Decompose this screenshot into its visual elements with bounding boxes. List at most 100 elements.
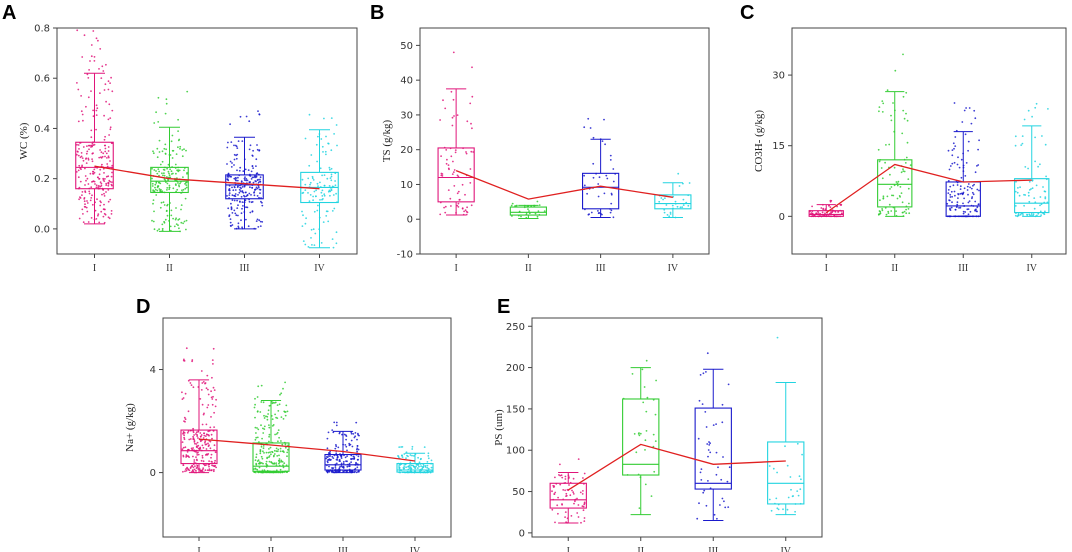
data-point xyxy=(327,220,330,223)
data-point xyxy=(229,218,232,221)
data-point xyxy=(227,141,229,144)
data-point xyxy=(233,153,236,156)
data-point xyxy=(244,176,246,179)
data-point xyxy=(1017,187,1019,189)
data-point xyxy=(240,212,243,215)
data-point xyxy=(454,151,457,154)
data-point xyxy=(308,200,311,203)
data-point xyxy=(179,145,182,148)
data-point xyxy=(959,206,962,209)
data-point xyxy=(200,435,202,438)
data-point xyxy=(102,177,105,180)
box-iqr xyxy=(549,482,587,509)
xtick-label: I xyxy=(93,263,96,274)
data-point xyxy=(964,211,967,213)
box-3 xyxy=(694,368,732,521)
data-point xyxy=(234,193,237,195)
data-point xyxy=(335,124,338,126)
data-point xyxy=(967,183,970,185)
data-point xyxy=(321,174,323,177)
data-point xyxy=(184,197,187,200)
data-point xyxy=(466,211,469,214)
data-point xyxy=(178,169,181,172)
data-point xyxy=(96,198,98,201)
data-point xyxy=(582,490,584,492)
data-point xyxy=(196,454,199,456)
data-point xyxy=(203,432,205,435)
data-point xyxy=(882,102,885,105)
data-point xyxy=(905,112,907,115)
data-point xyxy=(708,441,710,443)
box-iqr xyxy=(437,147,475,203)
data-point xyxy=(83,200,86,203)
data-point xyxy=(158,170,161,173)
ytick-label: 4 xyxy=(150,365,156,376)
data-point xyxy=(164,143,167,146)
data-point xyxy=(706,443,709,445)
panel-letter-d: D xyxy=(136,296,151,318)
data-point xyxy=(178,227,180,230)
data-point xyxy=(465,213,468,216)
data-point xyxy=(881,111,884,113)
data-point xyxy=(104,83,107,86)
data-point xyxy=(88,192,91,195)
data-point xyxy=(566,488,569,491)
points-group-2 xyxy=(877,53,912,217)
data-point xyxy=(890,114,892,117)
data-point xyxy=(103,89,106,91)
data-point xyxy=(92,30,95,32)
data-point xyxy=(172,172,174,175)
data-point xyxy=(1033,207,1036,210)
data-point xyxy=(698,399,701,402)
data-point xyxy=(183,416,186,419)
data-point xyxy=(1042,212,1045,215)
data-point xyxy=(242,205,244,207)
data-point xyxy=(1044,197,1047,200)
data-point xyxy=(890,186,893,188)
data-point xyxy=(965,107,967,109)
data-point xyxy=(706,352,709,355)
data-point xyxy=(184,446,187,449)
data-point xyxy=(107,88,110,91)
data-point xyxy=(83,34,86,37)
data-point xyxy=(1037,212,1040,215)
data-point xyxy=(572,493,575,495)
data-point xyxy=(226,195,228,197)
data-point xyxy=(558,474,560,476)
data-point xyxy=(879,199,881,202)
data-point xyxy=(1014,205,1017,207)
ytick-label: 200 xyxy=(506,363,525,374)
data-point xyxy=(255,158,258,161)
data-point xyxy=(721,403,724,406)
data-point xyxy=(168,174,171,177)
data-point xyxy=(111,109,114,112)
data-point xyxy=(107,146,110,148)
data-point xyxy=(312,199,314,202)
data-point xyxy=(101,65,104,68)
data-point xyxy=(722,456,724,458)
data-point xyxy=(204,469,207,472)
data-point xyxy=(592,176,595,179)
data-point xyxy=(101,155,104,158)
data-point xyxy=(82,119,84,122)
data-point xyxy=(320,242,323,244)
data-point xyxy=(170,214,173,217)
data-point xyxy=(572,491,575,494)
data-point xyxy=(84,184,86,186)
data-point xyxy=(171,134,174,137)
data-point xyxy=(687,204,690,207)
data-point xyxy=(721,497,724,500)
data-point xyxy=(319,167,322,170)
data-point xyxy=(94,209,97,212)
data-point xyxy=(182,464,185,466)
data-point xyxy=(210,433,213,436)
data-point xyxy=(210,416,212,418)
data-point xyxy=(681,206,684,209)
data-point xyxy=(326,210,329,213)
data-point xyxy=(177,182,179,184)
data-point xyxy=(104,208,106,211)
data-point xyxy=(185,469,188,472)
ytick-label: 0.0 xyxy=(34,224,50,235)
data-point xyxy=(471,127,473,130)
